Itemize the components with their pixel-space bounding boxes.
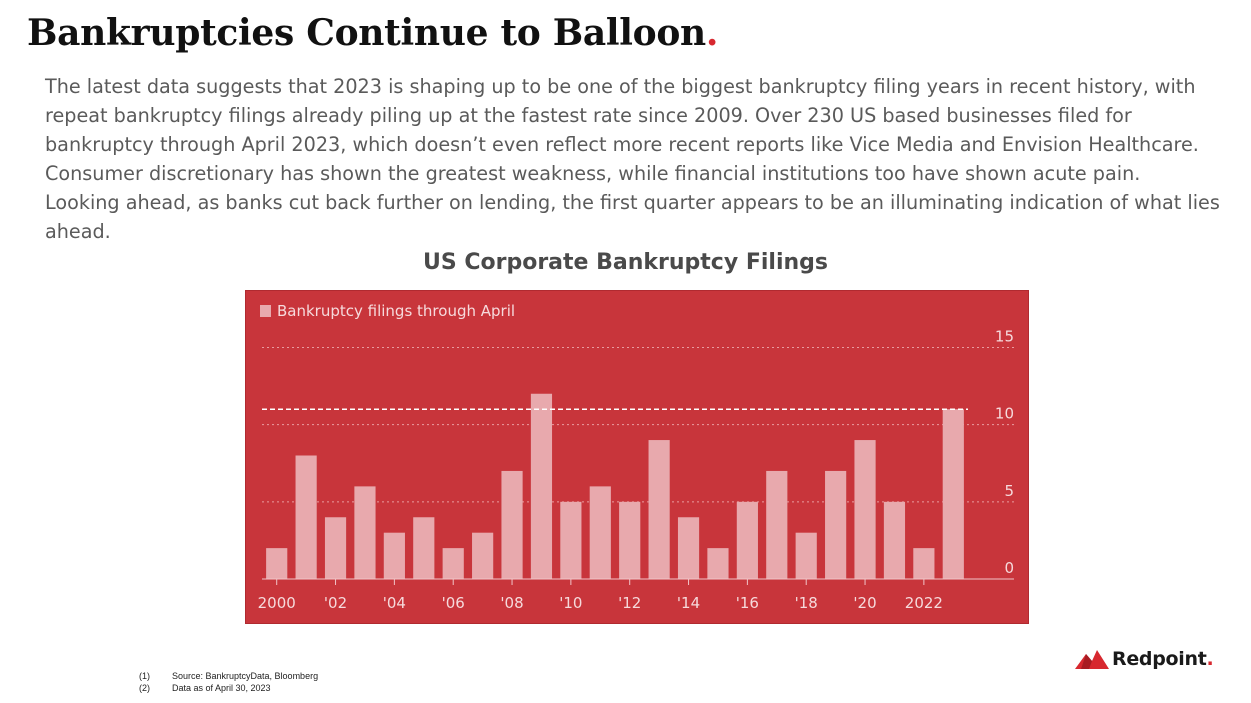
y-tick-label: 5 [1004, 482, 1014, 500]
logo-text: Redpoint. [1112, 648, 1214, 670]
x-tick-label: '10 [559, 594, 582, 612]
logo-wordmark: Redpoint [1112, 648, 1207, 670]
y-tick-label: 0 [1004, 559, 1014, 577]
bar [648, 440, 670, 579]
bar [825, 470, 847, 579]
footnote-number: (2) [139, 683, 150, 693]
x-tick-label: '16 [736, 594, 759, 612]
bar [266, 548, 288, 579]
redpoint-logo: Redpoint. [1075, 648, 1214, 670]
bar-chart: 0 5 10 15 2000 '02 '04 '06 '08 '10 '12 '14 '16 '18 '20… [245, 290, 1029, 624]
x-tick-label: '06 [442, 594, 465, 612]
x-tick-label: '02 [324, 594, 347, 612]
bar [530, 393, 553, 579]
y-tick-label: 10 [995, 405, 1014, 423]
chart-svg: 0 5 10 15 2000 '02 '04 '06 '08 '10 '12 '14 '16 '18 '20… [258, 302, 1014, 612]
bar [795, 532, 817, 579]
x-tick-label: '12 [618, 594, 641, 612]
footnote-number: (1) [139, 671, 150, 681]
x-tick-label: '08 [500, 594, 523, 612]
footnote: (2) Data as of April 30, 2023 [139, 682, 318, 694]
bar [736, 501, 758, 579]
bar [501, 470, 523, 579]
x-tick-label: '04 [383, 594, 406, 612]
x-tick-label: '18 [795, 594, 818, 612]
page-title: Bankruptcies Continue to Balloon. [27, 12, 718, 54]
bar [677, 517, 700, 579]
footnote-text: Data as of April 30, 2023 [172, 683, 271, 693]
bar [295, 455, 317, 579]
bar [707, 548, 729, 579]
bar [560, 501, 582, 579]
bar [442, 548, 464, 579]
bar [883, 501, 906, 579]
x-tick-label: '20 [853, 594, 876, 612]
redpoint-mountain-icon [1075, 650, 1109, 669]
x-tick-label: 2000 [258, 594, 296, 612]
bar [619, 501, 641, 579]
x-tick-label: '14 [677, 594, 700, 612]
intro-paragraph: The latest data suggests that 2023 is sh… [45, 75, 1220, 243]
page-title-text: Bankruptcies Continue to Balloon [27, 12, 706, 54]
bar [942, 409, 964, 579]
bar [324, 517, 347, 579]
bar [472, 532, 494, 579]
page-title-dot: . [705, 12, 719, 54]
footnote-text: Source: BankruptcyData, Bloomberg [172, 671, 319, 681]
logo-dot: . [1206, 648, 1214, 670]
bar [766, 470, 788, 579]
footnote: (1) Source: BankruptcyData, Bloomberg [139, 670, 318, 682]
bar [854, 440, 876, 579]
chart-title: US Corporate Bankruptcy Filings [422, 250, 828, 275]
bar [913, 548, 935, 579]
bar [383, 532, 405, 579]
bar [413, 517, 435, 579]
footnotes: (1) Source: BankruptcyData, Bloomberg (2… [139, 670, 318, 694]
bar [589, 486, 611, 579]
legend-swatch [260, 305, 271, 317]
x-tick-label: 2022 [905, 594, 943, 612]
y-tick-label: 15 [995, 327, 1014, 345]
legend-label: Bankruptcy filings through April [277, 302, 515, 320]
bar [354, 486, 376, 579]
